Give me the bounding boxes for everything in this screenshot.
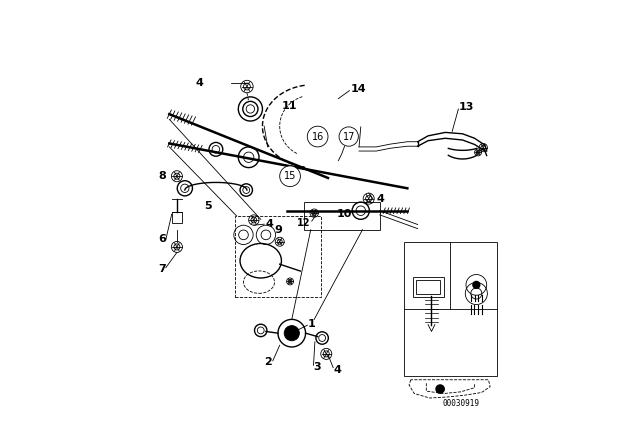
Circle shape xyxy=(339,127,358,146)
Text: 15: 15 xyxy=(407,265,421,275)
Text: 15: 15 xyxy=(284,171,296,181)
Text: 7: 7 xyxy=(158,264,166,274)
Text: 3: 3 xyxy=(314,362,321,372)
Text: 12: 12 xyxy=(296,218,310,228)
Circle shape xyxy=(435,384,445,394)
Circle shape xyxy=(472,281,481,289)
Text: 17: 17 xyxy=(342,132,355,142)
Bar xyxy=(235,216,321,297)
Bar xyxy=(416,280,440,293)
Text: 2: 2 xyxy=(264,358,272,367)
Text: 00030919: 00030919 xyxy=(442,399,479,408)
Circle shape xyxy=(280,166,300,186)
Bar xyxy=(172,212,182,223)
Text: 8: 8 xyxy=(158,171,166,181)
Text: 4: 4 xyxy=(266,219,274,229)
Text: 10: 10 xyxy=(337,209,352,219)
Text: 11: 11 xyxy=(282,101,297,111)
Text: 16: 16 xyxy=(454,265,467,275)
Text: 4: 4 xyxy=(376,194,384,204)
Text: 17: 17 xyxy=(406,270,419,280)
Text: 4: 4 xyxy=(334,365,342,375)
Bar xyxy=(404,242,497,376)
Bar xyxy=(413,277,444,297)
Text: 14: 14 xyxy=(351,84,366,94)
Bar xyxy=(304,202,380,230)
Circle shape xyxy=(284,326,300,341)
Circle shape xyxy=(307,126,328,147)
Text: 13: 13 xyxy=(459,102,474,112)
Text: 9: 9 xyxy=(275,225,282,235)
Text: 6: 6 xyxy=(158,234,166,244)
Text: 16: 16 xyxy=(454,275,467,285)
Text: 1: 1 xyxy=(307,319,315,328)
Text: 16: 16 xyxy=(312,132,324,142)
Text: 4: 4 xyxy=(196,78,204,88)
Text: 5: 5 xyxy=(204,201,211,211)
